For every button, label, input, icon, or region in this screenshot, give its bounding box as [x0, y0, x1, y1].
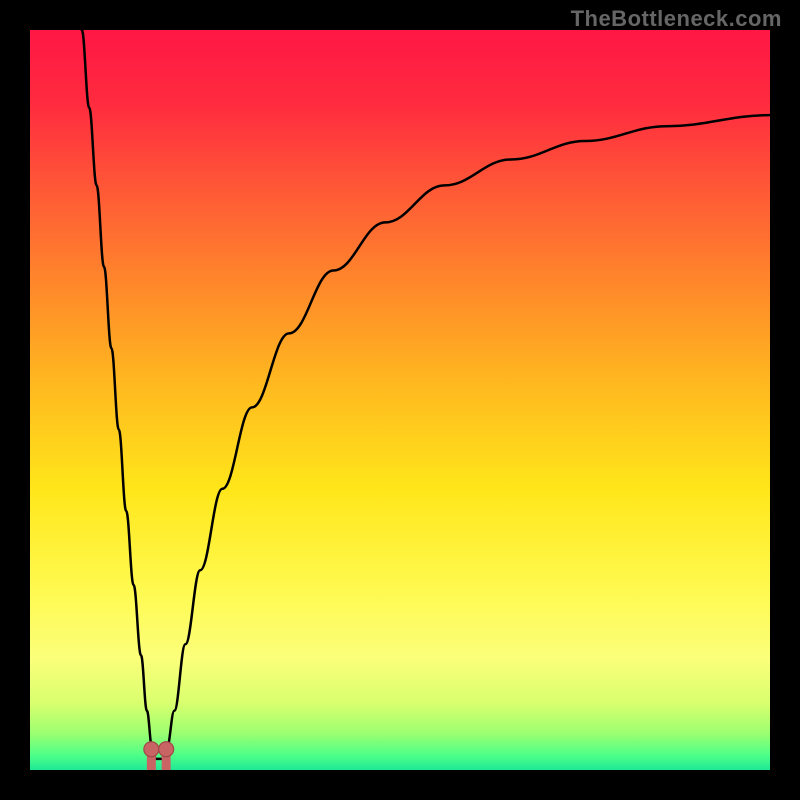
- watermark-text: TheBottleneck.com: [571, 6, 782, 32]
- marker-dot: [144, 742, 159, 757]
- gradient-background: [30, 30, 770, 770]
- marker-dot: [159, 742, 174, 757]
- bottleneck-chart: [30, 30, 770, 770]
- chart-container: [30, 30, 770, 770]
